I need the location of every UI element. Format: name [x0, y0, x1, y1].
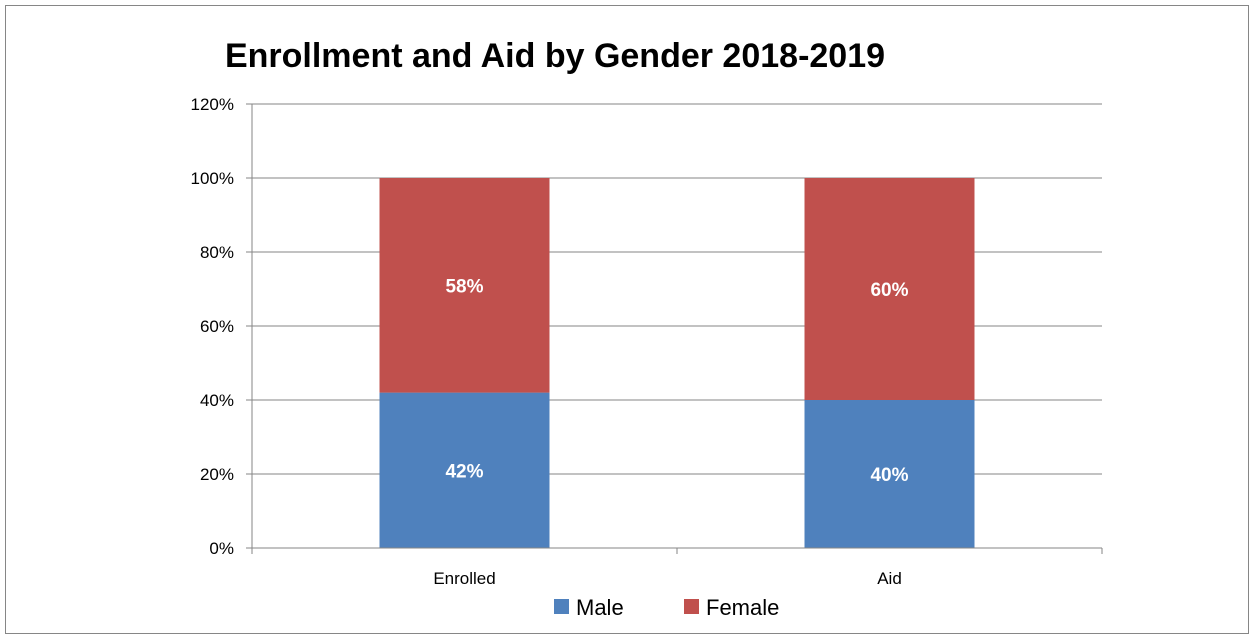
bars [379, 178, 975, 548]
x-category-label: Enrolled [433, 569, 495, 588]
legend-label-male: Male [576, 595, 624, 620]
data-label: 40% [870, 465, 908, 486]
data-label: 42% [445, 461, 483, 482]
x-axis-category-labels: Enrolled Aid [433, 569, 901, 588]
legend-swatch-male [554, 599, 569, 614]
data-label: 58% [445, 276, 483, 297]
legend-label-female: Female [706, 595, 779, 620]
bar-female-aid [804, 178, 975, 400]
bar-male-enrolled [379, 392, 550, 548]
y-tick-label: 20% [200, 465, 234, 484]
y-tick-label: 60% [200, 317, 234, 336]
y-tick-label: 0% [209, 539, 234, 558]
legend: Male Female [554, 595, 779, 620]
y-tick-label: 40% [200, 391, 234, 410]
bar-male-aid [804, 400, 975, 548]
legend-swatch-female [684, 599, 699, 614]
y-axis-tick-labels: 0% 20% 40% 60% 80% 100% 120% [191, 95, 234, 558]
y-tick-label: 120% [191, 95, 234, 114]
chart-frame [5, 5, 1249, 634]
x-category-label: Aid [877, 569, 902, 588]
data-labels: 42% 58% 40% 60% [445, 276, 908, 486]
bar-female-enrolled [379, 178, 550, 393]
y-tick-label: 80% [200, 243, 234, 262]
chart-title: Enrollment and Aid by Gender 2018-2019 [225, 37, 885, 75]
data-label: 60% [870, 280, 908, 301]
y-tick-label: 100% [191, 169, 234, 188]
axes [246, 103, 1103, 554]
